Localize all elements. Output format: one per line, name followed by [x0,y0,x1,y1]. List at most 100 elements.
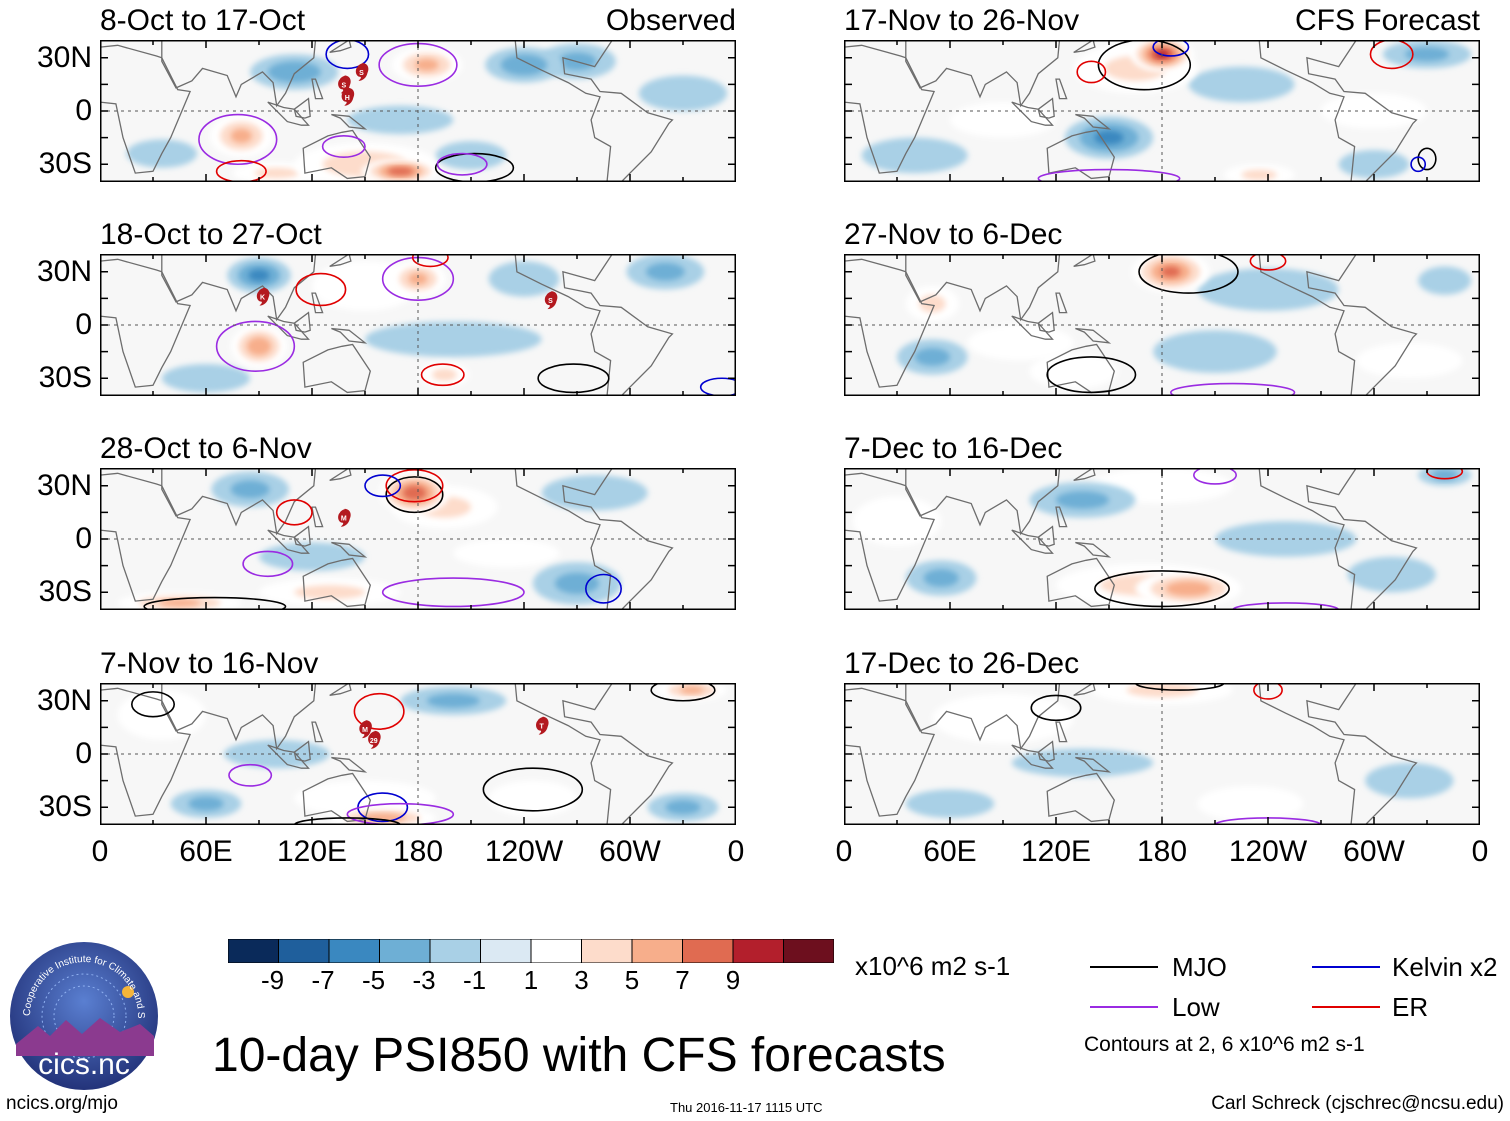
anomaly-shading [453,539,560,568]
contour-mjo [385,476,444,514]
anomaly-shading [1404,47,1450,62]
anomaly-shading [161,364,251,393]
coastline [1258,40,1418,182]
storm-marker: K [256,287,270,306]
anomaly-shading [923,569,959,587]
anomaly-shading [1161,266,1181,278]
coastline [1037,311,1055,333]
x-tick-label: 60W [599,835,661,868]
coastline [1011,529,1054,554]
contour-low [215,320,296,372]
contour-low [228,763,273,787]
coastline [1037,740,1055,762]
anomaly-shading [905,789,995,818]
legend-label: Low [1172,992,1220,1022]
coastline [1055,721,1068,743]
x-tick-label: 180 [392,835,444,868]
coastline [514,683,674,825]
logo-text: cics.nc [38,1048,130,1081]
x-tick-label: 120E [1020,835,1092,868]
coastline [331,113,368,130]
colorbar-swatch [480,939,532,963]
contour-low [242,550,294,578]
contour-low [346,802,455,825]
coastline [1258,468,1418,610]
coastline [1011,101,1054,126]
coastline [905,683,1061,751]
y-tick-label: 30S [38,361,92,395]
coastline [267,315,310,340]
contour-er [1253,683,1283,700]
anomaly-shading [347,105,454,135]
footer-url[interactable]: ncics.org/mjo [6,1093,118,1114]
plot-frame [844,254,1480,396]
coastline [100,44,192,174]
colorbar-units: x10^6 m2 s-1 [855,951,1011,981]
map-plot: SHS [100,40,736,182]
coastline [293,740,311,762]
x-tick-label: 60W [1343,835,1405,868]
anomaly-shading [554,572,600,595]
anomaly-shading [1188,66,1295,103]
legend-line-mjo [1090,966,1158,968]
colorbar-swatch [379,939,431,963]
colorbar-tick-label: 5 [624,965,640,995]
contour-er [411,254,449,268]
contour-low [1170,382,1296,396]
contour-mjo [1138,254,1239,294]
coastline [1046,557,1116,608]
coastline [1073,40,1096,54]
x-tick-label: 0 [835,835,853,868]
colorbar-swatch [429,939,481,963]
plot-frame [844,683,1480,825]
map-plot [844,468,1480,610]
colorbar-tick-label: -1 [462,965,487,995]
x-tick-label: 180 [1136,835,1188,868]
anomaly-shading [408,272,428,285]
legend-label: MJO [1172,952,1227,982]
anomaly-shading [248,269,270,282]
plot-frame [100,683,736,825]
plot-frame [844,40,1480,182]
coastline [1055,78,1068,100]
map-plot [844,683,1480,825]
contour-mjo [482,767,584,812]
contour-low [1037,168,1181,182]
coastline [1073,254,1096,268]
x-tick-label: 0 [727,835,745,868]
contour-note: Contours at 2, 6 x10^6 m2 s-1 [1084,1033,1365,1056]
coastline [844,258,936,388]
anomaly-shading [1197,785,1304,822]
contour-er [1249,254,1287,271]
storm-label: M [362,727,368,734]
colorbar-tick-label: -3 [412,965,436,995]
coastline [905,254,1061,322]
colorbar-swatch [278,939,330,963]
contour-low [1193,468,1237,485]
coastline [311,506,324,528]
contour-er [385,468,444,503]
map-plot: M29 T [100,683,736,825]
storm-label: 29 [370,738,378,745]
coastline [331,327,368,344]
anomaly-shading [230,128,252,143]
coastline [302,557,372,608]
coastline [267,101,310,126]
coastline [302,129,372,180]
main-title: 10-day PSI850 with CFS forecasts [212,1029,946,1082]
anomaly-shading [541,475,648,511]
coastline [844,472,936,602]
anomaly-shading [1153,330,1277,373]
anomaly-shading [415,58,439,71]
coastline [1073,468,1096,482]
coastline [329,468,352,482]
anomaly-shading [230,480,270,499]
anomaly-shading [1165,581,1212,597]
panel-title: 7-Dec to 16-Dec [844,432,1063,465]
coastline [1073,683,1096,697]
anomaly-shading [1056,491,1109,509]
storm-marker: H [341,87,355,106]
anomaly-shading [1365,762,1454,799]
coastline [311,78,324,100]
map-plot: M [100,468,736,610]
